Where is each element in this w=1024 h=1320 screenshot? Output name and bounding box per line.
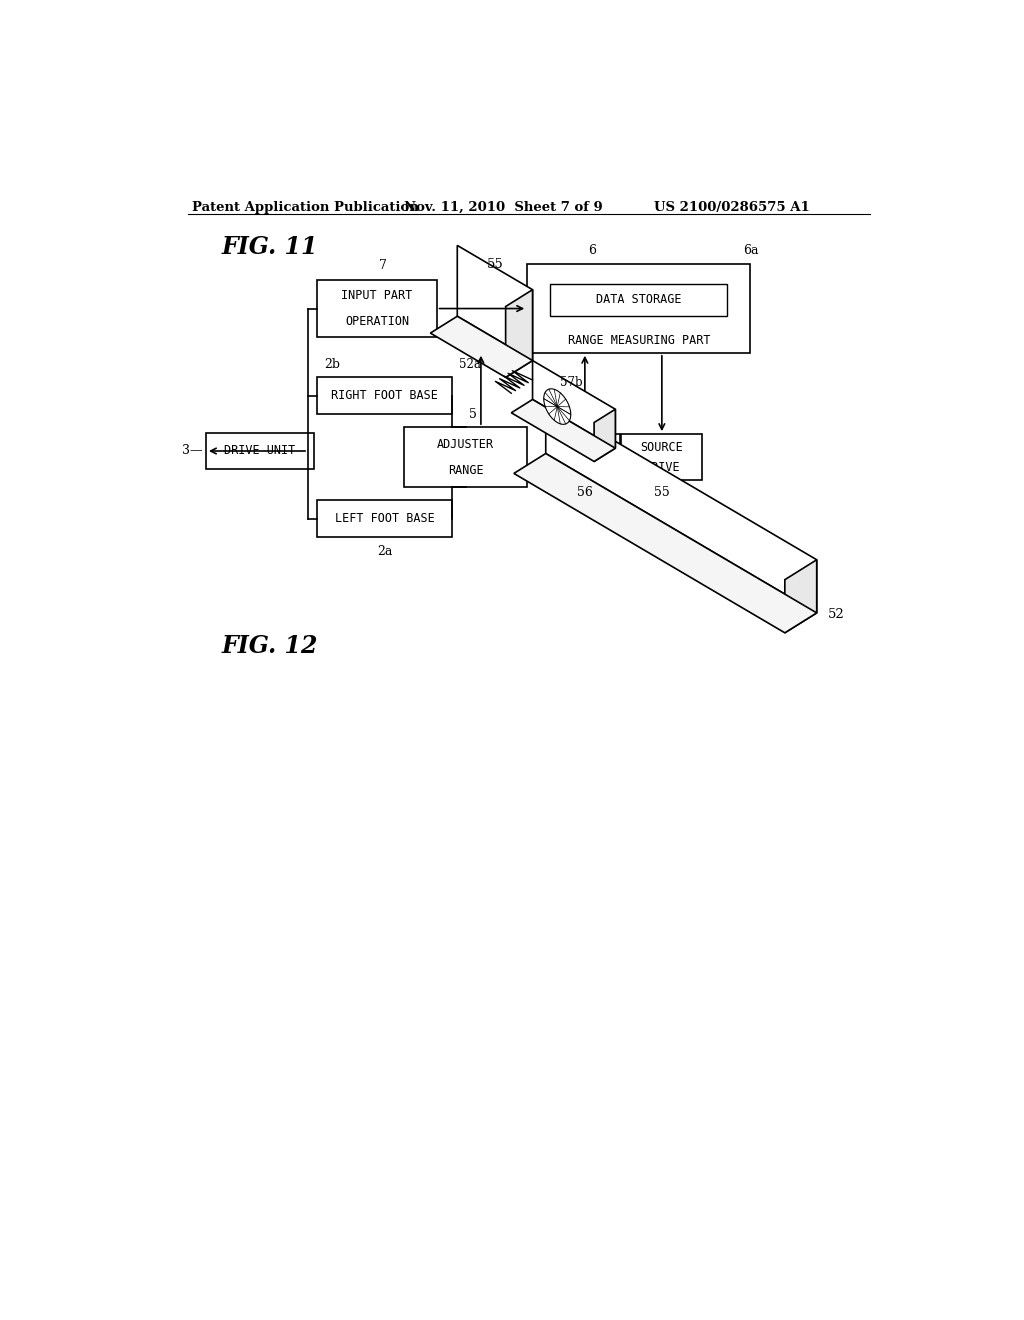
- Text: 6: 6: [589, 244, 597, 256]
- Polygon shape: [514, 454, 817, 632]
- Polygon shape: [784, 560, 817, 632]
- Polygon shape: [458, 246, 532, 360]
- Text: 6a: 6a: [742, 244, 758, 256]
- Text: 2b: 2b: [325, 358, 341, 371]
- Text: 3—: 3—: [181, 445, 202, 458]
- Polygon shape: [594, 409, 615, 462]
- Bar: [403, 428, 527, 487]
- Text: 55: 55: [486, 259, 503, 272]
- Text: 55: 55: [654, 487, 670, 499]
- Polygon shape: [506, 289, 532, 378]
- Text: INPUT PART: INPUT PART: [341, 289, 413, 302]
- Bar: [550, 434, 620, 480]
- Text: DATA STORAGE: DATA STORAGE: [596, 293, 682, 306]
- Text: 56: 56: [577, 487, 593, 499]
- Text: 52: 52: [828, 607, 845, 620]
- Text: RIGHT FOOT BASE: RIGHT FOOT BASE: [331, 389, 438, 403]
- Text: DRIVE UNIT: DRIVE UNIT: [224, 445, 296, 458]
- Polygon shape: [430, 317, 532, 378]
- Text: FIG. 12: FIG. 12: [221, 635, 317, 659]
- Bar: [550, 284, 727, 315]
- Text: DRIVE: DRIVE: [644, 461, 680, 474]
- Polygon shape: [546, 400, 817, 612]
- Bar: [622, 434, 702, 480]
- Text: RANGE: RANGE: [447, 463, 483, 477]
- Text: ADJUSTER: ADJUSTER: [437, 438, 494, 450]
- Text: RANGE MEASURING PART: RANGE MEASURING PART: [567, 334, 710, 347]
- Bar: [317, 500, 452, 537]
- Bar: [317, 280, 436, 338]
- Polygon shape: [544, 389, 570, 425]
- Text: 2a: 2a: [377, 545, 392, 558]
- Bar: [317, 378, 452, 414]
- Text: Patent Application Publication: Patent Application Publication: [193, 201, 419, 214]
- Text: 7: 7: [379, 259, 387, 272]
- Text: FIG. 11: FIG. 11: [221, 235, 317, 260]
- Polygon shape: [532, 360, 615, 449]
- Text: LEFT FOOT BASE: LEFT FOOT BASE: [335, 512, 434, 525]
- Text: SOURCE: SOURCE: [640, 441, 683, 454]
- Text: 52a: 52a: [459, 358, 480, 371]
- Text: 5: 5: [469, 408, 477, 421]
- Text: OPERATION: OPERATION: [345, 314, 409, 327]
- Text: US 2100/0286575 A1: US 2100/0286575 A1: [654, 201, 810, 214]
- Text: SENSOR: SENSOR: [563, 450, 606, 463]
- Bar: [527, 264, 751, 352]
- Bar: [206, 433, 313, 470]
- Text: 57b: 57b: [560, 376, 583, 389]
- Polygon shape: [511, 400, 615, 462]
- Text: Nov. 11, 2010  Sheet 7 of 9: Nov. 11, 2010 Sheet 7 of 9: [403, 201, 603, 214]
